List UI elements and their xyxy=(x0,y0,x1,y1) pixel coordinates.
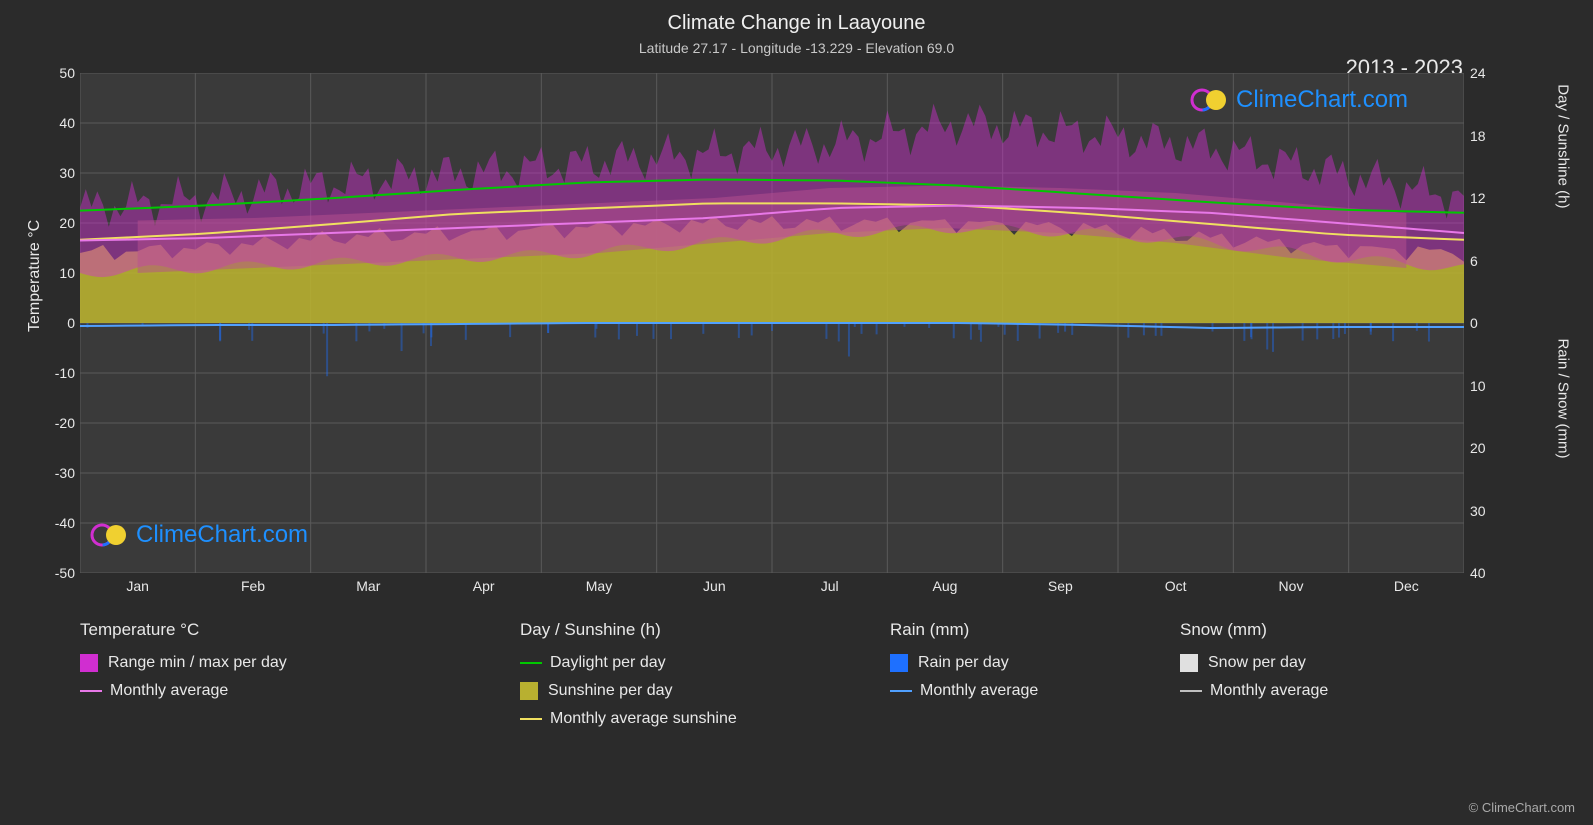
legend-item: Sunshine per day xyxy=(520,682,737,700)
legend-swatch xyxy=(80,654,98,672)
y-tick-right-top: 18 xyxy=(1470,128,1486,144)
watermark: ClimeChart.com xyxy=(90,520,308,550)
legend-line-swatch xyxy=(520,718,542,720)
x-tick-month: Aug xyxy=(933,578,958,594)
legend-section: Day / Sunshine (h) Daylight per day Sunshi… xyxy=(520,620,737,738)
legend-section: Temperature °C Range min / max per day Mon… xyxy=(80,620,287,710)
watermark-text: ClimeChart.com xyxy=(136,521,308,549)
sunshine-avg-line xyxy=(80,203,1464,239)
sunshine-area xyxy=(80,216,1464,323)
legend-label: Monthly average sunshine xyxy=(550,710,737,728)
plot-svg xyxy=(80,73,1464,573)
x-tick-month: Jan xyxy=(126,578,149,594)
y-tick-right-top: 6 xyxy=(1470,253,1478,269)
y-tick-right-top: 0 xyxy=(1470,315,1478,331)
y-tick-left: -50 xyxy=(35,565,75,581)
y-tick-right-bottom: 20 xyxy=(1470,440,1486,456)
y-tick-left: -30 xyxy=(35,465,75,481)
y-tick-left: 10 xyxy=(35,265,75,281)
y-tick-left: 0 xyxy=(35,315,75,331)
legend-item: Monthly average xyxy=(1180,682,1328,700)
y-tick-left: 50 xyxy=(35,65,75,81)
legend-line-swatch xyxy=(890,690,912,692)
y-tick-right-bottom: 10 xyxy=(1470,378,1486,394)
climate-chart: Climate Change in Laayoune Latitude 27.1… xyxy=(0,0,1593,825)
x-tick-month: Oct xyxy=(1165,578,1187,594)
x-tick-month: Apr xyxy=(473,578,495,594)
y-tick-left: 20 xyxy=(35,215,75,231)
legend-item: Monthly average xyxy=(80,682,287,700)
x-tick-month: May xyxy=(586,578,612,594)
legend-label: Monthly average xyxy=(1210,682,1328,700)
temp-range-inner xyxy=(138,186,1407,274)
legend-section: Snow (mm) Snow per day Monthly average xyxy=(1180,620,1328,710)
watermark-text: ClimeChart.com xyxy=(1236,86,1408,114)
y-tick-right-top: 12 xyxy=(1470,190,1486,206)
legend-line-swatch xyxy=(1180,690,1202,692)
copyright-label: © ClimeChart.com xyxy=(1469,800,1575,815)
temp-range-area xyxy=(80,104,1464,277)
y-axis-right-top-label: Day / Sunshine (h) xyxy=(1555,84,1572,208)
watermark-logo-icon xyxy=(1190,85,1230,115)
legend-label: Rain per day xyxy=(918,654,1009,672)
y-tick-left: -20 xyxy=(35,415,75,431)
legend-swatch xyxy=(520,682,538,700)
y-tick-left: 30 xyxy=(35,165,75,181)
y-tick-right-top: 24 xyxy=(1470,65,1486,81)
y-tick-left: 40 xyxy=(35,115,75,131)
rain-bars xyxy=(86,323,1429,376)
legend-label: Sunshine per day xyxy=(548,682,673,700)
legend-label: Range min / max per day xyxy=(108,654,287,672)
legend-item: Rain per day xyxy=(890,654,1038,672)
x-tick-month: Jun xyxy=(703,578,726,594)
plot-area xyxy=(80,73,1464,573)
y-tick-left: -10 xyxy=(35,365,75,381)
legend-label: Daylight per day xyxy=(550,654,666,672)
legend-title: Temperature °C xyxy=(80,620,287,640)
x-tick-month: Mar xyxy=(356,578,380,594)
x-tick-month: Sep xyxy=(1048,578,1073,594)
legend-title: Day / Sunshine (h) xyxy=(520,620,737,640)
legend-swatch xyxy=(1180,654,1198,672)
legend-label: Monthly average xyxy=(110,682,228,700)
x-tick-month: Feb xyxy=(241,578,265,594)
legend-section: Rain (mm) Rain per day Monthly average xyxy=(890,620,1038,710)
legend-item: Snow per day xyxy=(1180,654,1328,672)
x-tick-month: Jul xyxy=(821,578,839,594)
legend-item: Daylight per day xyxy=(520,654,737,672)
x-tick-month: Dec xyxy=(1394,578,1419,594)
y-tick-right-bottom: 30 xyxy=(1470,503,1486,519)
x-tick-month: Nov xyxy=(1279,578,1304,594)
temp-avg-line xyxy=(80,206,1464,241)
legend-label: Snow per day xyxy=(1208,654,1306,672)
y-tick-right-bottom: 40 xyxy=(1470,565,1486,581)
watermark-logo-icon xyxy=(90,520,130,550)
legend-item: Monthly average xyxy=(890,682,1038,700)
legend-line-swatch xyxy=(520,662,542,664)
watermark: ClimeChart.com xyxy=(1190,85,1408,115)
y-tick-left: -40 xyxy=(35,515,75,531)
chart-subtitle: Latitude 27.17 - Longitude -13.229 - Ele… xyxy=(639,40,954,56)
chart-title: Climate Change in Laayoune xyxy=(668,12,926,35)
legend-title: Rain (mm) xyxy=(890,620,1038,640)
legend-swatch xyxy=(890,654,908,672)
daylight-line xyxy=(80,180,1464,213)
rain-avg-line xyxy=(80,323,1464,328)
legend-title: Snow (mm) xyxy=(1180,620,1328,640)
y-axis-right-bottom-label: Rain / Snow (mm) xyxy=(1555,338,1572,458)
legend-item: Range min / max per day xyxy=(80,654,287,672)
legend-label: Monthly average xyxy=(920,682,1038,700)
legend-item: Monthly average sunshine xyxy=(520,710,737,728)
legend-line-swatch xyxy=(80,690,102,692)
